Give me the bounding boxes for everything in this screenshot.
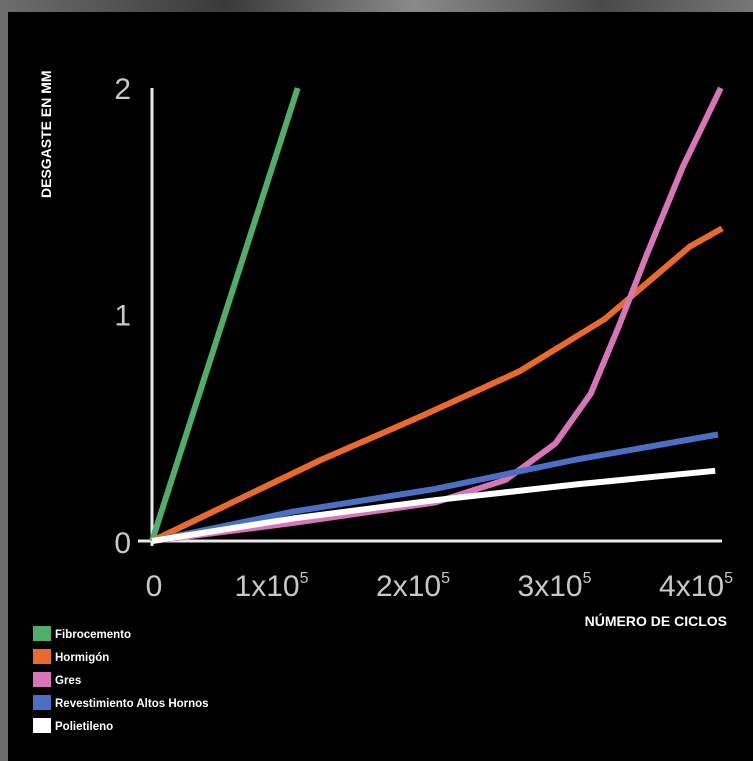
legend-label: Polietileno <box>55 721 113 733</box>
chart-panel <box>8 12 753 761</box>
x-tick-label: 0 <box>146 570 163 603</box>
series-line-5 <box>151 467 716 544</box>
x-tick-label: 2x105 <box>376 570 450 603</box>
x-tick-base: 0 <box>146 570 163 603</box>
legend-swatch <box>33 626 51 641</box>
x-tick-base: 3x10 <box>518 570 583 603</box>
legend-swatch <box>33 649 51 664</box>
x-tick-labels: 0 1x105 2x105 3x105 4x105 <box>146 570 733 603</box>
x-tick-exponent: 5 <box>583 570 592 587</box>
x-tick-exponent: 5 <box>441 570 450 587</box>
y-tick-label: 2 <box>114 73 131 106</box>
x-tick-exponent: 5 <box>300 570 309 587</box>
x-tick-base: 4x10 <box>659 570 724 603</box>
x-tick-label: 4x105 <box>659 570 733 603</box>
y-tick-label: 1 <box>114 300 131 333</box>
legend-label: Gres <box>55 675 81 687</box>
x-tick-label: 3x105 <box>518 570 592 603</box>
x-tick-label: 1x105 <box>235 570 309 603</box>
legend-label: Revestimiento Altos Hornos <box>55 698 209 710</box>
legend-swatch <box>33 718 51 733</box>
legend-label: Hormigón <box>55 652 109 664</box>
x-axis-title: NÚMERO DE CICLOS <box>585 612 727 629</box>
x-tick-exponent: 5 <box>724 570 733 587</box>
series-lines <box>149 86 724 544</box>
x-tick-base: 1x10 <box>235 570 300 603</box>
x-tick-base: 2x10 <box>376 570 441 603</box>
y-tick-label: 0 <box>114 527 131 560</box>
legend-swatch <box>33 695 51 710</box>
legend-swatch <box>33 672 51 687</box>
series-line-2 <box>150 225 724 544</box>
series-line-3 <box>151 86 724 544</box>
y-tick-labels: 0 1 2 <box>114 73 131 560</box>
legend: Fibrocemento Hormigón Gres Revestimiento Al… <box>33 626 209 733</box>
series-line-4 <box>151 431 719 544</box>
y-axis-title: DESGASTE EN MM <box>38 70 54 198</box>
legend-label: Fibrocemento <box>55 629 131 641</box>
series-line-1 <box>149 87 301 542</box>
